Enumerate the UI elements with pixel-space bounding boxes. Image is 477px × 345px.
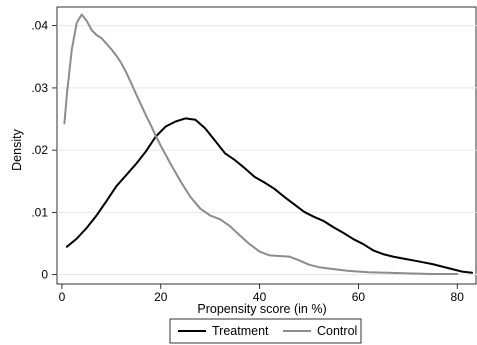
y-tick-label: .04 <box>31 19 48 33</box>
x-tick-label: 40 <box>253 290 267 304</box>
legend-box <box>169 318 362 344</box>
series-group <box>63 13 474 275</box>
gridlines <box>57 25 477 276</box>
legend-label-control: Control <box>317 324 357 338</box>
series-line-treatment <box>65 117 474 274</box>
x-tick-label: 0 <box>59 290 66 304</box>
x-axis: 0 20 40 60 80 <box>59 284 465 304</box>
x-tick-label: 80 <box>451 290 465 304</box>
y-tick-label: .01 <box>31 205 48 219</box>
x-tick-label: 60 <box>352 290 366 304</box>
legend-label-treatment: Treatment <box>212 324 269 338</box>
plot-area-frame <box>56 6 477 285</box>
x-axis-title: Propensity score (in %) <box>197 302 326 316</box>
legend: Treatment Control <box>169 318 362 344</box>
y-tick-label: .03 <box>31 81 48 95</box>
y-axis: 0 .01 .02 .03 .04 <box>31 19 57 282</box>
y-tick-label: .02 <box>31 143 48 157</box>
x-tick-label: 20 <box>154 290 168 304</box>
y-tick-label: 0 <box>41 268 48 282</box>
y-axis-title: Density <box>10 128 24 170</box>
series-line-control <box>63 13 459 275</box>
